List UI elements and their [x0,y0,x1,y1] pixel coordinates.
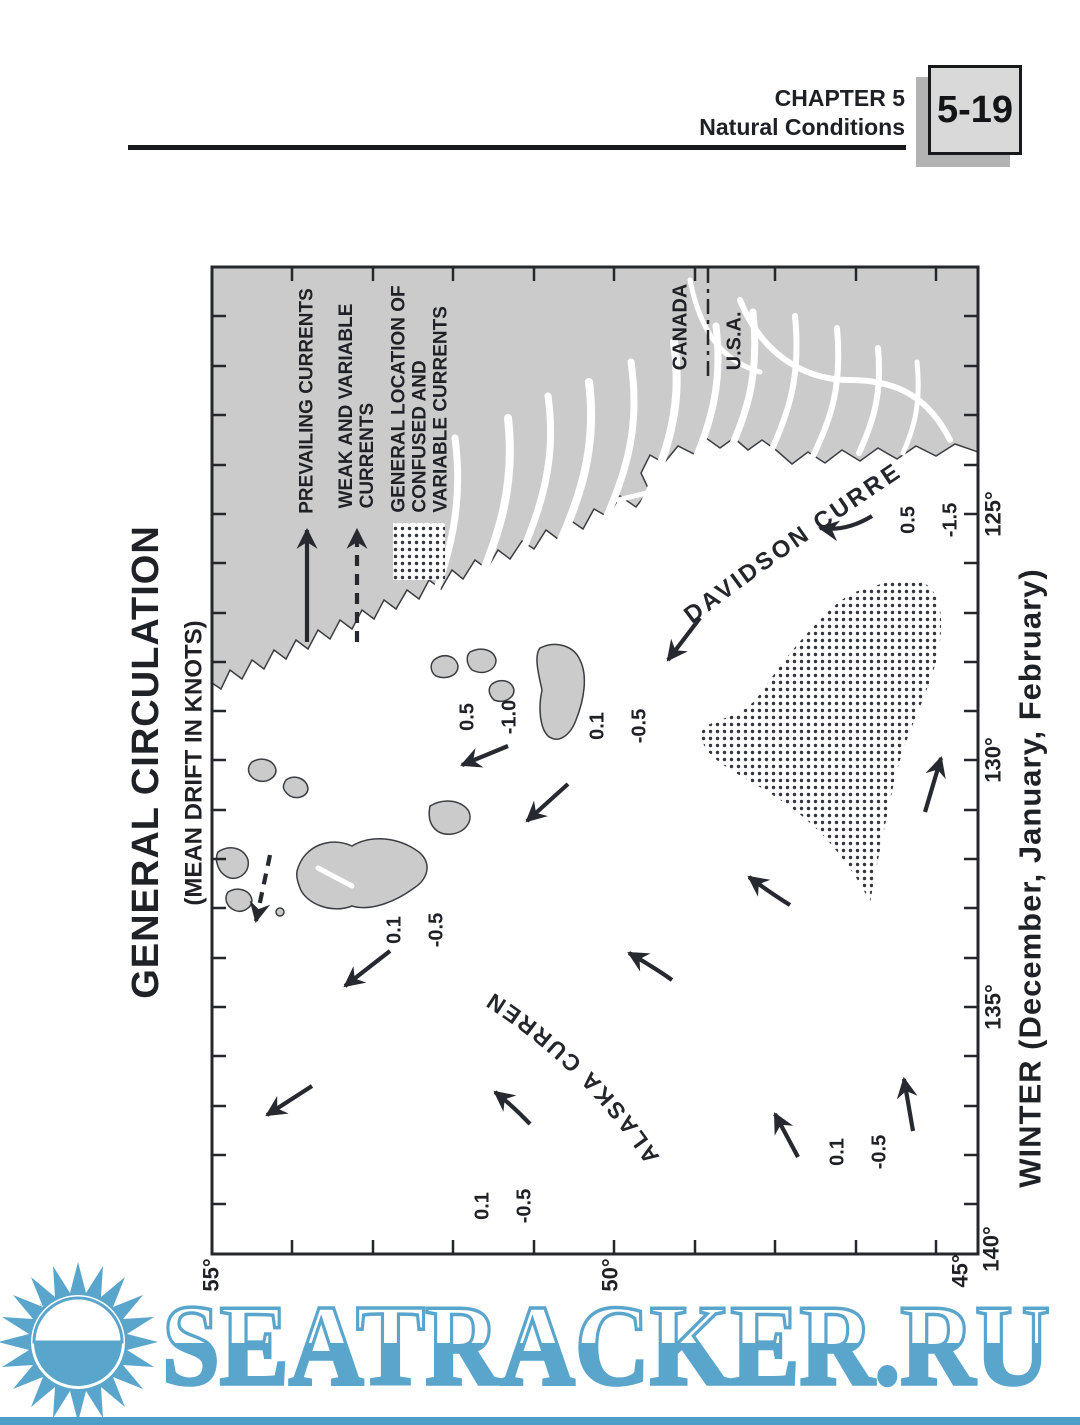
longitude-label-130: 130° [980,737,1006,783]
alaska-current-arrow [493,1090,532,1126]
drift-value: 0.1 -0.5 [471,1188,536,1224]
legend-weak-variable-label: WEAK AND VARIABLE CURRENTS [336,303,378,509]
arrow [896,1076,918,1132]
land-area [212,267,978,917]
arrow [773,1112,800,1158]
page-number-badge: 5-19 [928,65,1022,155]
arrow [627,951,674,982]
figure-title: GENERAL CIRCULATION [124,525,167,999]
davidson-arrow [817,514,874,542]
legend-confused-label: GENERAL LOCATION OF CONFUSED AND VARIABL… [388,285,452,513]
page-header: CHAPTER 5 Natural Conditions [699,84,905,142]
watermark-text-outline: SEATRACKER.RU [162,1282,1050,1409]
border-country-labels: CANADA U.S.A. [641,284,776,371]
stipple-area [701,579,942,903]
arrow [525,782,570,823]
longitude-label-135: 135° [980,984,1006,1030]
drift-value: 0.5 -1.5 [897,502,962,538]
latitude-label-45: 45° [947,1254,973,1288]
arrow [343,949,392,988]
arrow [922,755,946,813]
drift-value: 0.1 -0.5 [383,912,448,948]
map-frame [210,265,980,1256]
islands [215,643,586,917]
kodiak-channel [315,865,355,889]
drift-value: 0.5 -1.0 [456,699,521,735]
arrow [265,1084,314,1117]
season-caption: WINTER (December, January, February) [1012,568,1048,1188]
figure-subtitle: (MEAN DRIFT IN KNOTS) [180,620,208,906]
legend-stipple-swatch [393,523,445,580]
weak-variable-arrow [249,854,273,924]
watermark-bottom-bar [0,1417,1080,1425]
legend-prevailing-label: PREVAILING CURRENTS [296,288,318,514]
seatracker-watermark: SEATRACKER.RU SEATRACKER.RU [0,1262,1080,1425]
sun-upper-dome [32,1296,124,1344]
sun-lower-half [34,1342,122,1386]
section-label: Natural Conditions [699,114,905,140]
watermark-text-fill: SEATRACKER.RU [162,1282,1050,1409]
longitude-label-125: 125° [980,491,1006,537]
drift-value: 0.1 -0.5 [586,708,651,744]
drift-value: 0.1 -0.5 [826,1134,891,1170]
usa-label: U.S.A. [723,311,746,371]
coastline [212,267,978,691]
arrow [747,875,792,907]
latitude-label-50: 50° [597,1258,623,1292]
chapter-label: CHAPTER 5 [774,85,905,111]
fjord-channels [421,277,953,626]
current-arrows [249,514,946,1158]
arrow [666,616,702,662]
canada-label: CANADA [669,283,692,371]
longitude-label-140: 140° [978,1226,1004,1272]
latitude-label-55: 55° [198,1258,224,1292]
header-rule [128,145,906,150]
graticule-ticks [213,268,977,1253]
arrow [460,744,509,768]
